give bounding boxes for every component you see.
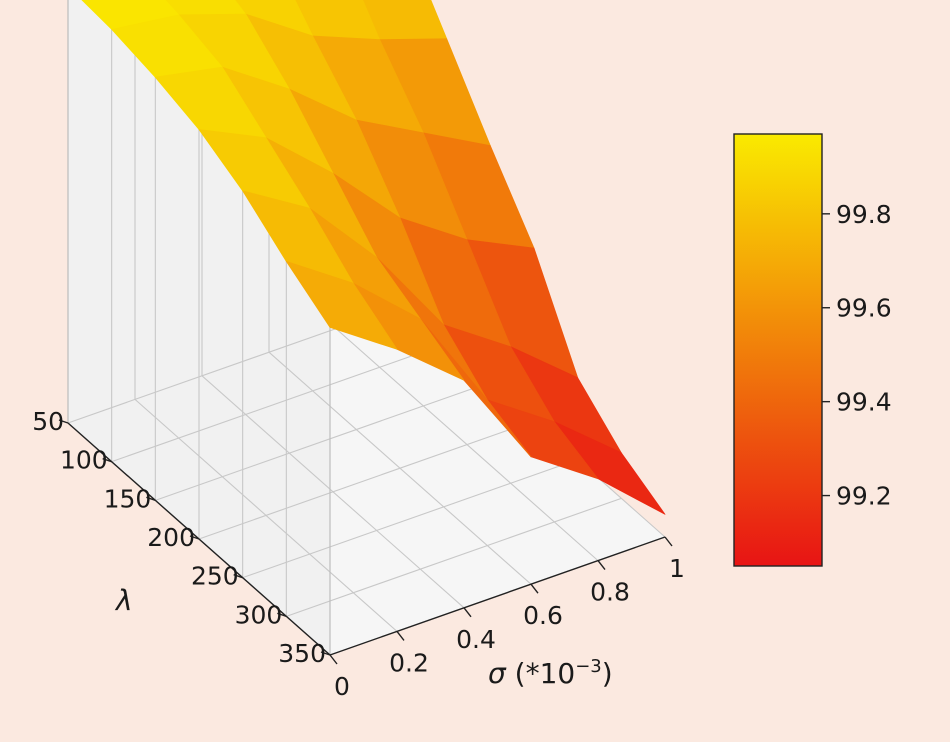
sigma-tick: [597, 560, 606, 571]
sigma-tick-label: 1: [669, 554, 685, 583]
grid-line: [155, 381, 491, 501]
sigma-axis-title: σ (*10−3): [488, 656, 613, 690]
lambda-tick-label: 200: [147, 523, 195, 552]
surface-mesh: [81, 0, 666, 515]
sigma-tick: [396, 630, 405, 641]
colorbar: 99.2 99.4 99.6 99.8: [733, 133, 892, 567]
lambda-axis: 50 100 150 200 250 300 350: [32, 407, 331, 668]
sigma-tick-label: 0.8: [590, 578, 630, 607]
colorbar-tick-label: 99.8: [836, 200, 892, 229]
sigma-axis-line: [329, 536, 666, 656]
sigma-tick-label: 0: [334, 672, 350, 701]
grid-line: [111, 343, 447, 463]
lambda-tick: [58, 419, 69, 424]
grid-line: [198, 420, 535, 540]
sigma-tick-label: 0.4: [456, 625, 496, 654]
lambda-tick: [102, 458, 112, 463]
colorbar-gradient: [733, 133, 823, 567]
sigma-tick: [664, 536, 673, 547]
grid-line: [242, 459, 578, 579]
lambda-tick: [233, 574, 243, 579]
lambda-tick-label: 350: [278, 639, 326, 668]
lambda-tick: [320, 651, 331, 656]
lambda-tick-label: 150: [104, 484, 152, 513]
sigma-tick-label: 0.2: [389, 648, 429, 677]
lambda-tick: [189, 535, 200, 540]
surface-patch: [285, 260, 398, 350]
lambda-tick: [277, 612, 287, 617]
sigma-tick: [329, 654, 338, 665]
lambda-tick-label: 300: [235, 600, 283, 629]
grid-line: [286, 497, 622, 617]
sigma-tick: [530, 583, 539, 594]
lambda-tick-label: 250: [191, 562, 239, 591]
colorbar-tick-label: 99.6: [836, 294, 892, 323]
colorbar-tick-label: 99.2: [836, 482, 892, 511]
sigma-tick: [463, 607, 472, 618]
lambda-axis-title: λ: [114, 584, 133, 617]
lambda-tick-label: 50: [32, 407, 64, 436]
sigma-axis: 0 0.2 0.4 0.6 0.8 1: [329, 536, 685, 701]
colorbar-tick-label: 99.4: [836, 388, 892, 417]
sigma-tick-label: 0.6: [523, 601, 563, 630]
lambda-tick-label: 100: [60, 446, 108, 475]
lambda-tick: [146, 496, 156, 501]
